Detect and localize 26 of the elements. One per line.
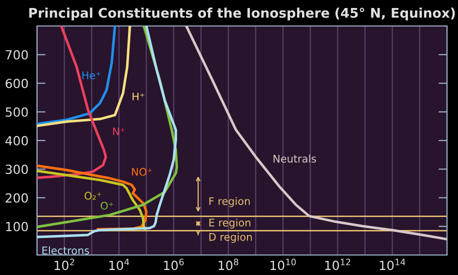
x-tick-label: 10$^{4}$ — [109, 258, 130, 270]
x-tick-label: 10$^{2}$ — [54, 258, 74, 270]
y-tick-label: 200 — [6, 193, 28, 203]
annotation: E region — [209, 218, 250, 229]
x-tick-label: 10$^{6}$ — [164, 258, 184, 270]
annotation: He⁺ — [82, 72, 100, 80]
annotation: D region — [209, 232, 252, 243]
annotation: O⁺ — [100, 202, 114, 210]
annotation: F region — [209, 197, 250, 208]
y-tick-label: 600 — [6, 78, 28, 88]
y-tick-label: 400 — [5, 136, 28, 146]
annotation: O₂⁺ — [84, 192, 102, 200]
y-tick-label: 500 — [6, 107, 28, 117]
x-tick-label: 10$^{10}$ — [270, 258, 296, 270]
annotation: Neutrals — [274, 154, 316, 163]
x-tick-label: 10$^{14}$ — [380, 258, 406, 270]
y-tick-label: 100 — [6, 222, 28, 232]
chart-title: Principal Constituents of the Ionosphere (45° N, Equinox) — [29, 8, 455, 20]
annotation: N⁺ — [113, 128, 125, 136]
annotation: H⁺ — [132, 92, 144, 100]
annotation: NO⁺ — [132, 168, 152, 176]
x-tick-label: 10$^{8}$ — [218, 258, 238, 270]
x-tick-label: 10$^{12}$ — [325, 258, 350, 270]
y-tick-label: 300 — [6, 164, 28, 174]
y-tick-label: 700 — [6, 50, 28, 60]
annotation: Electrons — [42, 246, 90, 254]
